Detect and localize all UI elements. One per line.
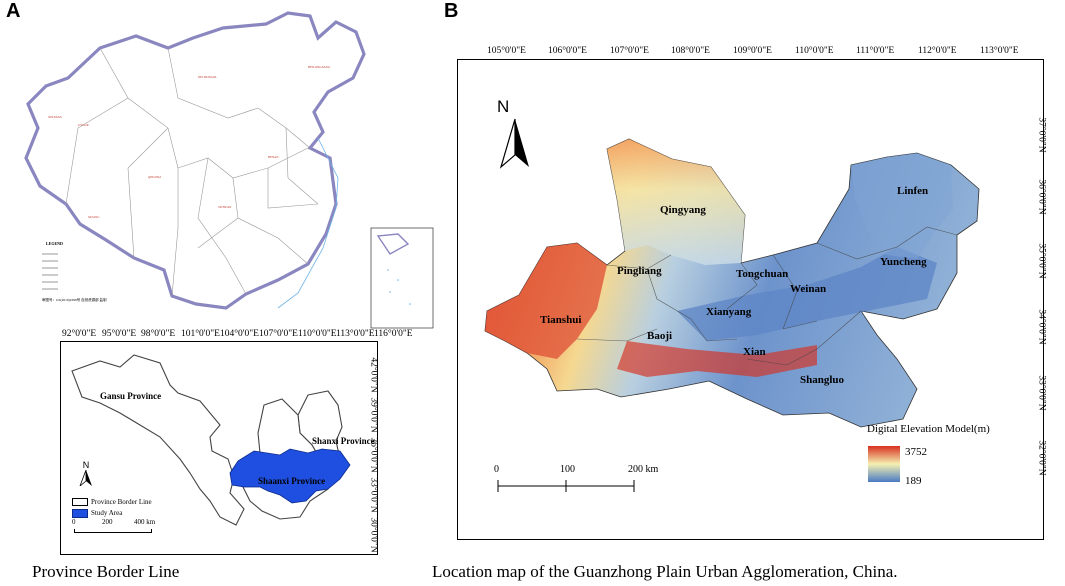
city-label-shangluo: Shangluo	[800, 374, 845, 386]
scale-bar-b	[497, 480, 635, 492]
city-label-pingliang: Pingliang	[617, 265, 662, 277]
panel-a-lon-tick: 113°0'0"E	[336, 329, 375, 339]
panel-b-lon-tick: 111°0'0"E	[856, 46, 895, 56]
svg-text:SICHUAN: SICHUAN	[218, 205, 232, 209]
dem-legend-low: 189	[905, 475, 922, 487]
panel-b-lon-tick: 108°0'0"E	[671, 46, 710, 56]
panel-b-lon-tick: 109°0'0"E	[733, 46, 772, 56]
panel-a-lon-tick: 95°0'0"E	[102, 329, 137, 339]
north-label-a: N	[82, 460, 90, 470]
scale-b-end: 200 km	[628, 464, 659, 475]
panel-a-lon-tick: 101°0'0"E	[181, 329, 220, 339]
overview-legend: LEGEND 审图号：GS(2019)1698号 自然资源部 监制	[42, 241, 107, 302]
panel-a-lat-tick: 30°0'0"N	[368, 517, 379, 553]
dem-elevation-map	[484, 118, 980, 492]
panel-b-lon-tick: 113°0'0"E	[980, 46, 1019, 56]
legend-border-label: Province Border Line	[91, 498, 152, 506]
scale-a-end: 400 km	[134, 518, 156, 526]
svg-text:HENAN: HENAN	[268, 155, 279, 159]
panel-a-lon-tick: 104°0'0"E	[220, 329, 259, 339]
svg-text:XINJIANG: XINJIANG	[48, 115, 63, 119]
panel-b-lon-tick: 106°0'0"E	[548, 46, 587, 56]
caption-b: Location map of the Guanzhong Plain Urba…	[432, 562, 898, 581]
svg-text:NEI MONGOL: NEI MONGOL	[198, 75, 217, 79]
label-shanxi-province: Shanxi Province	[312, 436, 375, 446]
svg-text:UYGUR: UYGUR	[78, 123, 89, 127]
caption-a: Province Border Line	[32, 562, 180, 581]
panel-a-lat-tick: 39°0'0"N	[368, 397, 379, 433]
north-arrow-a: N	[78, 460, 94, 488]
panel-a-lat-tick: 42°0'0"N	[368, 357, 379, 393]
locator-province-map	[71, 354, 351, 526]
city-label-linfen: Linfen	[897, 185, 929, 197]
scale-a-mid: 200	[102, 518, 113, 526]
panel-a-lon-tick: 107°0'0"E	[259, 329, 298, 339]
legend-study-label: Study Area	[91, 509, 123, 517]
panel-b-lon-tick: 105°0'0"E	[487, 46, 526, 56]
legend-study-swatch	[72, 508, 88, 518]
dem-legend-high: 3752	[905, 446, 927, 458]
svg-text:QINGHAI: QINGHAI	[148, 175, 161, 179]
scale-b-zero: 0	[494, 464, 499, 475]
panel-a-lon-tick: 116°0'0"E	[374, 329, 413, 339]
svg-text:HEILONGJIANG: HEILONGJIANG	[308, 65, 331, 69]
legend-a: Province Border Line Study Area	[72, 497, 152, 518]
panel-a-lon-tick: 92°0'0"E	[62, 329, 97, 339]
panel-a-letter: A	[6, 0, 21, 22]
panel-a-lon-tick: 98°0'0"E	[141, 329, 176, 339]
dem-legend-ramp	[868, 446, 900, 482]
panel-b-lon-tick: 112°0'0"E	[918, 46, 957, 56]
svg-text:审图号：GS(2019)1698号 自然资源部 监制: 审图号：GS(2019)1698号 自然资源部 监制	[42, 297, 107, 302]
scale-b-mid: 100	[560, 464, 575, 475]
svg-text:XIZANG: XIZANG	[88, 215, 100, 219]
city-label-weinan: Weinan	[790, 283, 827, 295]
label-shaanxi-province: Shaanxi Province	[258, 476, 326, 486]
legend-border-swatch	[72, 498, 88, 506]
city-label-tongchuan: Tongchuan	[736, 268, 789, 280]
scale-bar-a: 0 200 400 km	[72, 518, 182, 540]
city-label-xian: Xian	[743, 346, 766, 358]
panel-a-lat-tick: 33°0'0"N	[368, 477, 379, 513]
city-label-baoji: Baoji	[647, 330, 673, 342]
north-arrow-b	[499, 118, 529, 169]
panel-b-lon-tick: 110°0'0"E	[795, 46, 834, 56]
city-label-qingyang: Qingyang	[660, 204, 706, 216]
panel-a-lon-tick: 110°0'0"E	[298, 329, 337, 339]
china-overview-map: XINJIANG UYGUR NEI MONGOL QINGHAI XIZANG SI…	[24, 11, 434, 329]
city-label-yuncheng: Yuncheng	[880, 256, 927, 268]
panel-b-lon-tick: 107°0'0"E	[610, 46, 649, 56]
label-gansu-province: Gansu Province	[100, 391, 162, 401]
city-label-xianyang: Xianyang	[706, 306, 752, 318]
dem-legend-title: Digital Elevation Model(m)	[867, 423, 990, 435]
panel-b-letter: B	[444, 0, 459, 22]
svg-text:LEGEND: LEGEND	[46, 241, 63, 246]
north-label-b: N	[497, 97, 510, 116]
scale-a-zero: 0	[72, 518, 76, 526]
city-label-tianshui: Tianshui	[540, 314, 582, 326]
